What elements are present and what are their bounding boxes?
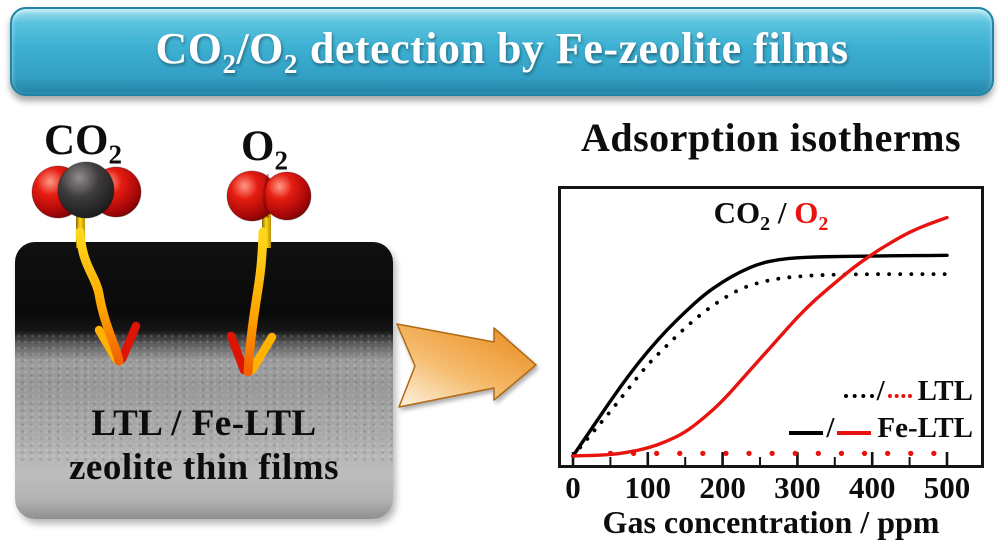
legend-slash: / bbox=[876, 375, 885, 407]
legend-item-fe-ltl: / Fe-LTL bbox=[787, 412, 973, 445]
x-tick-label-300: 300 bbox=[774, 470, 821, 505]
banner-o: O bbox=[249, 24, 284, 74]
o2-molecule-icon bbox=[226, 170, 312, 222]
film-caption-line2: zeolite thin films bbox=[68, 447, 339, 488]
series-fe-ltl-o2 bbox=[571, 215, 949, 458]
legend-label: Fe-LTL bbox=[877, 412, 973, 444]
sem-film-image: LTL / Fe-LTL zeolite thin films bbox=[15, 242, 393, 519]
chart-title-co-sub: 2 bbox=[760, 213, 771, 236]
legend-sample-black-dotted bbox=[843, 394, 874, 399]
chart-legend: / LTL / Fe-LTL bbox=[787, 375, 973, 449]
banner-rest: detection by Fe-zeolite films bbox=[309, 24, 849, 74]
adsorption-chart: CO2 / O2 /LTL / Fe-LTL bbox=[558, 186, 984, 468]
isotherm-plot bbox=[571, 215, 950, 465]
chart-title-o: O bbox=[794, 195, 819, 230]
chart-title: CO2 / O2 bbox=[561, 195, 981, 236]
chart-title-slash: / bbox=[770, 195, 795, 230]
co2-label: CO2 bbox=[44, 116, 122, 171]
banner-title: CO2/O2 detection by Fe-zeolite films bbox=[155, 23, 848, 80]
banner-co: CO bbox=[155, 24, 223, 74]
legend-slash: / bbox=[826, 412, 835, 444]
co2-label-base: CO bbox=[44, 117, 109, 164]
banner-slash: / bbox=[236, 24, 250, 74]
banner-co-sub: 2 bbox=[222, 48, 237, 79]
o2-label-sub: 2 bbox=[274, 145, 288, 176]
legend-sample-black-solid bbox=[789, 431, 824, 436]
legend-item-ltl: / LTL bbox=[787, 375, 973, 408]
chart-title-o-sub: 2 bbox=[818, 213, 829, 236]
chart-title-co: CO bbox=[713, 195, 761, 230]
legend-label: LTL bbox=[917, 375, 973, 407]
film-caption-line1: LTL / Fe-LTL bbox=[91, 403, 317, 444]
series-fe-ltl-co2 bbox=[571, 253, 949, 458]
x-tick-label-0: 0 bbox=[565, 470, 581, 505]
x-tick-label-500: 500 bbox=[923, 470, 971, 505]
x-tick-label-400: 400 bbox=[848, 470, 896, 505]
x-axis-tick-labels: 0 100 200 300 400 500 bbox=[561, 470, 981, 506]
legend-sample-red-dotted bbox=[887, 394, 912, 399]
banner-o-sub: 2 bbox=[283, 48, 298, 79]
x-axis-title: Gas concentration / ppm bbox=[602, 504, 940, 540]
x-tick-label-200: 200 bbox=[699, 470, 746, 505]
legend-sample-red-solid bbox=[837, 431, 872, 436]
co2-label-sub: 2 bbox=[108, 139, 123, 170]
o2-label: O2 bbox=[241, 122, 288, 177]
title-banner: CO2/O2 detection by Fe-zeolite films bbox=[10, 7, 994, 96]
x-tick-label-100: 100 bbox=[624, 470, 672, 505]
process-arrow-icon bbox=[396, 323, 537, 408]
isotherms-heading: Adsorption isotherms bbox=[580, 115, 962, 160]
o2-label-base: O bbox=[241, 123, 275, 170]
film-caption: LTL / Fe-LTL zeolite thin films bbox=[15, 402, 393, 490]
